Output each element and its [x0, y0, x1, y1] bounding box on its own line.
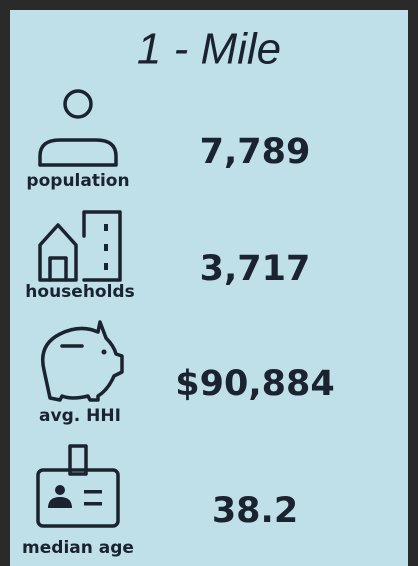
stat-value: 38.2 — [212, 491, 298, 531]
hhi-icon — [41, 320, 124, 402]
stat-value: $90,884 — [175, 364, 334, 404]
title: 1 - Mile — [137, 25, 281, 74]
stat-label: median age — [22, 538, 134, 558]
age-icon — [36, 444, 120, 528]
population-icon — [38, 89, 118, 167]
households-icon — [38, 210, 122, 282]
stat-label: avg. HHI — [39, 406, 121, 426]
stat-value: 3,717 — [200, 249, 311, 289]
stat-value: 7,789 — [200, 132, 311, 172]
stat-label: households — [25, 282, 134, 302]
stat-label: population — [26, 171, 129, 191]
